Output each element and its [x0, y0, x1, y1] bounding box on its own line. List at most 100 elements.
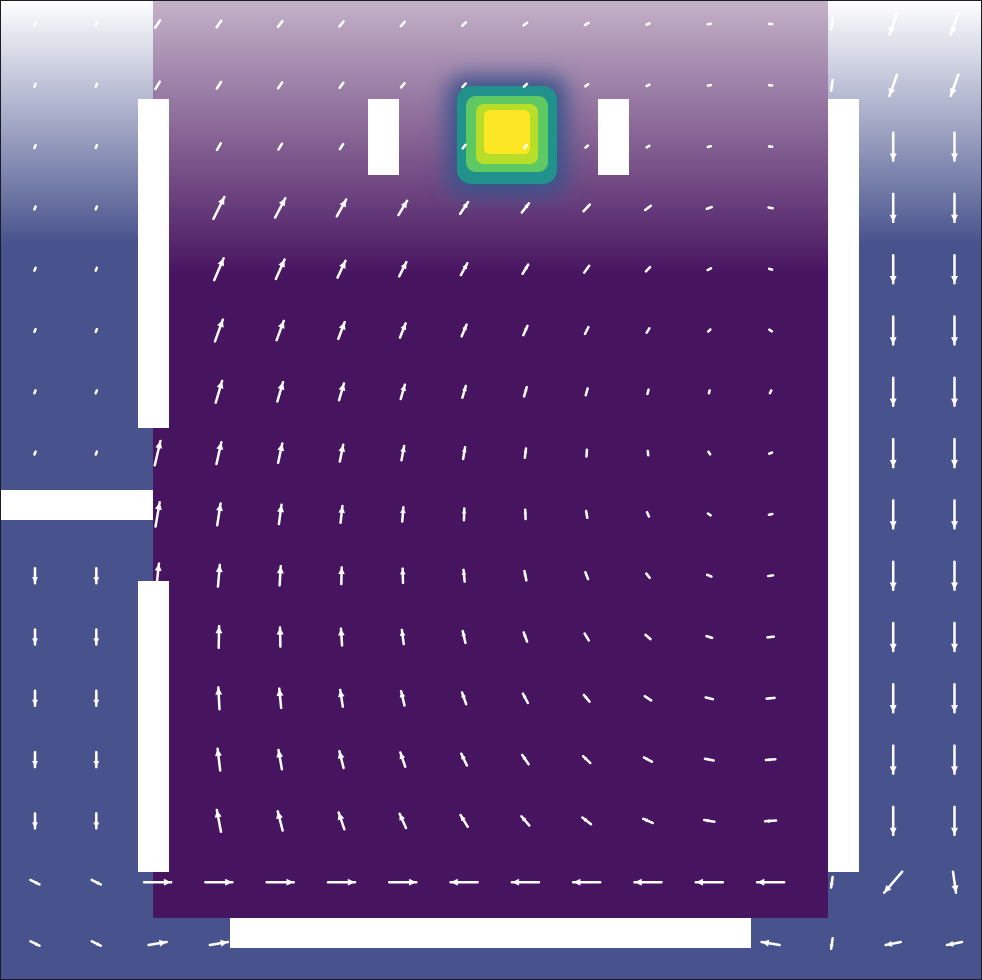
velocity-arrow — [93, 689, 100, 708]
velocity-arrow — [520, 815, 531, 827]
velocity-arrow — [94, 82, 99, 88]
velocity-arrow — [704, 696, 715, 701]
wall-right — [828, 99, 859, 872]
velocity-arrow — [460, 752, 469, 767]
velocity-arrow — [32, 750, 38, 769]
velocity-arrow — [583, 21, 590, 27]
velocity-arrow — [766, 574, 775, 578]
wall-left-shelf — [0, 490, 153, 520]
velocity-arrow — [276, 81, 284, 90]
velocity-arrow — [706, 267, 713, 272]
walls — [0, 99, 859, 948]
velocity-arrow — [215, 80, 223, 90]
velocity-arrow — [337, 382, 346, 402]
velocity-arrow — [767, 83, 774, 87]
velocity-arrow — [951, 437, 958, 469]
velocity-arrow — [208, 939, 230, 947]
velocity-arrow — [32, 689, 38, 708]
velocity-arrow — [767, 22, 774, 26]
velocity-arrow — [522, 21, 529, 27]
velocity-arrow — [276, 380, 285, 403]
velocity-arrow — [889, 315, 897, 346]
velocity-arrow — [93, 628, 100, 646]
velocity-arrow — [581, 754, 592, 765]
velocity-arrow — [949, 12, 960, 36]
wall-left-lower — [138, 581, 169, 872]
velocity-arrow — [214, 808, 223, 834]
velocity-arrow — [32, 812, 38, 830]
velocity-arrow — [93, 812, 100, 830]
velocity-arrow — [582, 203, 592, 213]
velocity-arrow — [326, 878, 357, 886]
velocity-arrow — [90, 878, 103, 886]
velocity-arrow — [583, 325, 590, 336]
velocity-arrow — [945, 940, 964, 947]
velocity-arrow — [212, 195, 226, 221]
velocity-arrow — [765, 696, 776, 700]
velocity-arrow — [337, 811, 346, 831]
velocity-vectors — [29, 12, 964, 950]
velocity-arrow — [33, 21, 37, 27]
velocity-arrow — [523, 508, 528, 521]
velocity-arrow — [767, 451, 774, 455]
velocity-arrow — [33, 205, 37, 211]
velocity-arrow — [33, 327, 37, 334]
velocity-arrow — [755, 878, 786, 886]
velocity-arrow — [204, 878, 234, 886]
velocity-arrow — [889, 253, 897, 285]
velocity-arrow — [153, 19, 162, 29]
velocity-arrow — [584, 83, 590, 88]
velocity-arrow — [646, 449, 650, 457]
velocity-arrow — [215, 686, 223, 711]
velocity-arrow — [399, 383, 407, 401]
velocity-arrow — [461, 629, 467, 645]
velocity-arrow — [585, 448, 589, 458]
velocity-arrow — [829, 78, 834, 92]
velocity-arrow — [889, 560, 897, 591]
velocity-arrow — [702, 818, 716, 824]
velocity-arrow — [154, 80, 162, 91]
velocity-arrow — [399, 567, 406, 585]
velocity-arrow — [521, 692, 530, 705]
velocity-arrow — [33, 389, 37, 395]
velocity-arrow — [644, 265, 652, 273]
velocity-arrow — [706, 144, 712, 149]
velocity-arrow — [889, 131, 897, 162]
velocity-arrow — [338, 504, 345, 525]
velocity-arrow — [32, 566, 38, 585]
velocity-arrow — [767, 206, 774, 210]
velocity-arrow — [399, 751, 407, 768]
velocity-arrow — [215, 502, 223, 527]
velocity-arrow — [520, 202, 531, 214]
velocity-arrow — [213, 318, 225, 343]
velocity-arrow — [764, 757, 777, 762]
velocity-arrow — [522, 143, 528, 150]
velocity-arrow — [33, 450, 37, 456]
velocity-arrow — [400, 506, 406, 523]
velocity-arrow — [93, 566, 100, 585]
velocity-arrow — [707, 450, 712, 456]
velocity-arrow — [581, 816, 593, 826]
velocity-arrow — [32, 628, 38, 646]
velocity-arrow — [582, 693, 591, 703]
velocity-arrow — [338, 81, 345, 90]
velocity-arrow — [522, 631, 529, 643]
velocity-arrow — [584, 387, 589, 397]
velocity-arrow — [644, 633, 652, 641]
velocity-arrow — [90, 940, 103, 947]
velocity-arrow — [399, 628, 406, 646]
velocity-arrow — [29, 940, 41, 947]
velocity-arrow — [510, 878, 541, 886]
velocity-arrow — [643, 694, 653, 702]
velocity-arrow — [94, 389, 99, 395]
velocity-arrow — [884, 940, 902, 947]
velocity-arrow — [829, 875, 834, 889]
velocity-arrow — [337, 749, 345, 770]
velocity-arrow — [889, 376, 897, 408]
velocity-arrow — [214, 379, 224, 404]
velocity-arrow — [338, 20, 345, 28]
velocity-arrow — [829, 17, 834, 31]
velocity-arrow — [461, 445, 467, 461]
velocity-arrow — [154, 501, 162, 528]
